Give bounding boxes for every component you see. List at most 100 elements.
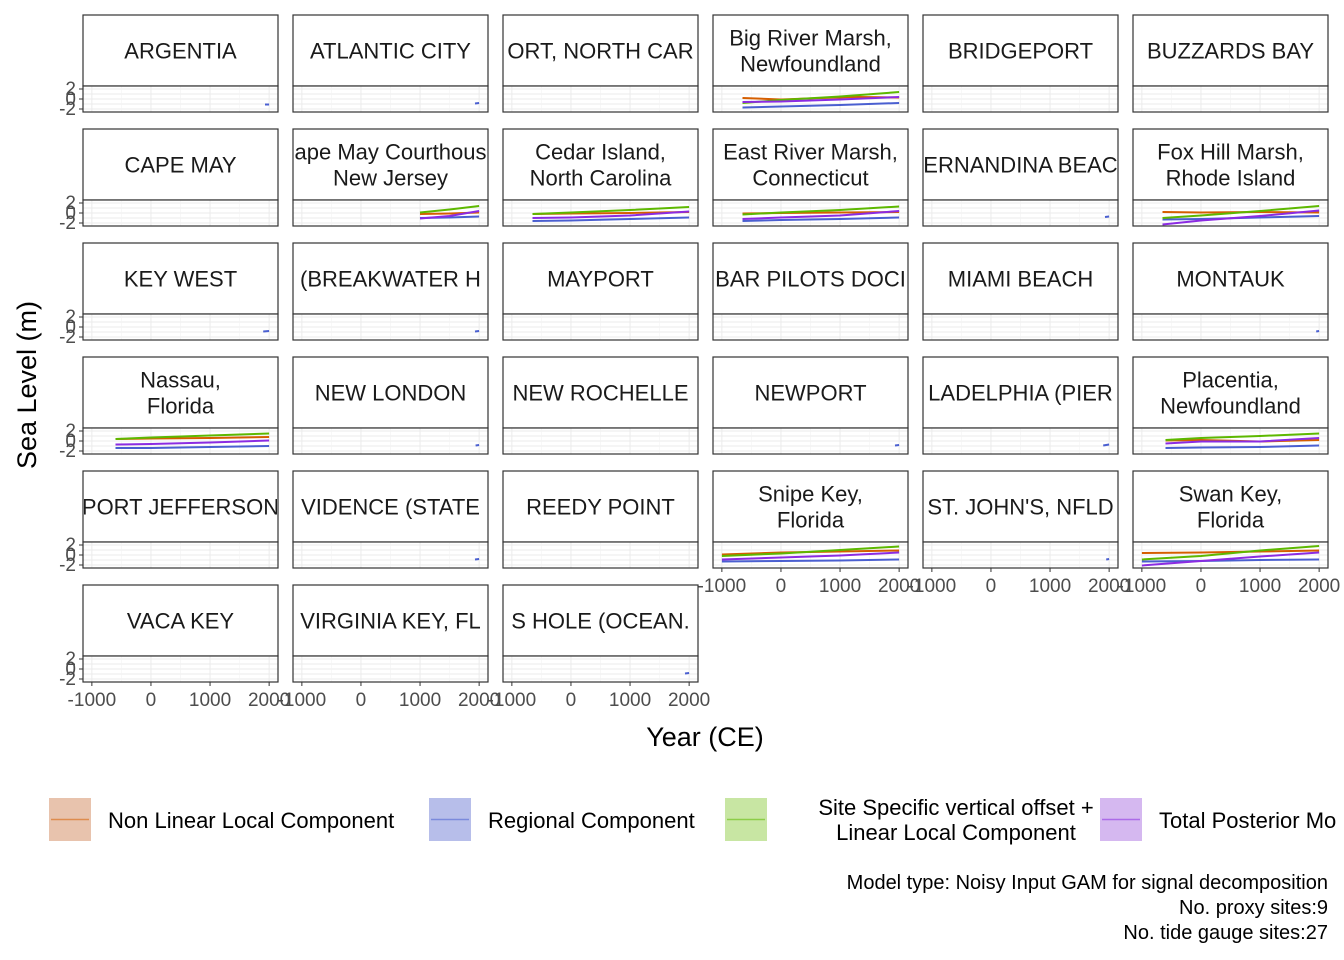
- facet-label: ARGENTIA: [124, 39, 237, 64]
- series-line-regional: [475, 444, 480, 447]
- facet-panel: CAPE MAY -202: [59, 128, 279, 234]
- facet-panel: BAR PILOTS DOCI: [712, 242, 909, 341]
- y-tick-label: 0: [65, 317, 76, 338]
- facet-panel: Swan Key, Florida -1000 0 1000 2000: [1118, 470, 1340, 597]
- facet-strip: [1132, 356, 1329, 429]
- facet-strip: [292, 584, 489, 657]
- panel-border: [922, 427, 1119, 455]
- facet-panel: NEW LONDON: [292, 356, 489, 455]
- y-tick-label: -2: [59, 669, 76, 690]
- facet-panel: BRIDGEPORT: [922, 14, 1119, 113]
- x-tick-label: 1000: [819, 576, 861, 597]
- x-tick-label: 1000: [609, 690, 651, 711]
- series-line-regional: [1141, 558, 1320, 563]
- x-tick-label: 2000: [1088, 576, 1130, 597]
- facet-panel: BUZZARDS BAY: [1132, 14, 1329, 113]
- series-line-regional: [474, 330, 480, 333]
- facet-label: PORT JEFFERSON: [82, 495, 279, 520]
- panel-border: [292, 85, 489, 113]
- series-line-regional: [1316, 330, 1320, 333]
- x-tick-label: -1000: [278, 690, 327, 711]
- facet-panel: VIRGINIA KEY, FL -1000 0 1000 2000: [278, 584, 500, 711]
- facet-strip: [502, 128, 699, 201]
- series-line-linear: [532, 206, 690, 215]
- facet-label: LADELPHIA (PIER: [928, 381, 1113, 406]
- facet-panel: MAYPORT: [502, 242, 699, 341]
- panel-border: [292, 313, 489, 341]
- facet-strip: [712, 470, 909, 543]
- series-line-regional: [1104, 215, 1110, 218]
- facet-panel: ape May Courthous New Jersey: [292, 128, 489, 227]
- y-tick-label: 2: [65, 307, 76, 328]
- facet-label: NEW LONDON: [315, 381, 467, 406]
- facet-panel: LADELPHIA (PIER: [922, 356, 1119, 455]
- facet-strip: [292, 470, 489, 543]
- y-tick-label: 2: [65, 649, 76, 670]
- facet-strip: [82, 128, 279, 201]
- series-line-regional: [474, 102, 480, 105]
- series-line-linear: [742, 205, 900, 216]
- series-line-regional: [474, 558, 480, 561]
- facet-strip: [502, 470, 699, 543]
- x-tick-label: 2000: [668, 690, 710, 711]
- series-line-total: [1141, 551, 1320, 567]
- facet-label: Swan Key, Florida: [1179, 482, 1283, 533]
- x-tick-label: -1000: [1118, 576, 1167, 597]
- facet-label: S HOLE (OCEAN.: [511, 609, 689, 634]
- facet-label: MAYPORT: [547, 267, 654, 292]
- y-tick-label: 2: [65, 535, 76, 556]
- facet-panel: Fox Hill Marsh, Rhode Island: [1132, 128, 1329, 227]
- facet-panel: ARGENTIA -202: [59, 14, 279, 120]
- facet-panel: NEW ROCHELLE: [502, 356, 699, 455]
- facet-label: MONTAUK: [1176, 267, 1285, 292]
- facet-strip: [502, 584, 699, 657]
- facet-strip: [922, 242, 1119, 315]
- facet-panel: KEY WEST -202: [59, 242, 279, 348]
- series-line-regional: [742, 216, 900, 222]
- series-line-total: [742, 210, 900, 220]
- panel-border: [1132, 199, 1329, 227]
- legend-label: Regional Component: [488, 808, 695, 833]
- facet-strip: [1132, 128, 1329, 201]
- facet-panel: REEDY POINT: [502, 470, 699, 569]
- caption-line: No. tide gauge sites:27: [1123, 922, 1328, 944]
- series-line-linear: [1141, 545, 1320, 561]
- facet-panel: MIAMI BEACH: [922, 242, 1119, 341]
- y-tick-label: 0: [65, 89, 76, 110]
- facet-label: ape May Courthous New Jersey: [295, 140, 487, 191]
- facet-strip: [502, 356, 699, 429]
- facet-strip: [712, 242, 909, 315]
- facet-panel: Snipe Key, Florida -1000 0 1000 2000: [698, 470, 920, 597]
- facet-panel: Cedar Island, North Carolina: [502, 128, 699, 227]
- y-tick-label: 0: [65, 545, 76, 566]
- facet-label: Placentia, Newfoundland: [1160, 368, 1301, 419]
- facet-panel: PORT JEFFERSON -202: [59, 470, 279, 576]
- panel-border: [292, 541, 489, 569]
- y-tick-label: -2: [59, 441, 76, 462]
- facet-label: CAPE MAY: [124, 153, 236, 178]
- series-line-regional: [263, 330, 270, 333]
- x-tick-label: 1000: [399, 690, 441, 711]
- panel-border: [922, 313, 1119, 341]
- facet-label: MIAMI BEACH: [948, 267, 1093, 292]
- x-axis-title: Year (CE): [646, 722, 764, 752]
- facet-label: Nassau, Florida: [140, 368, 221, 419]
- series-line-regional: [894, 444, 900, 447]
- facet-panel: ST. JOHN'S, NFLD -1000 0 1000 2000: [908, 470, 1130, 597]
- facet-strip: [1132, 470, 1329, 543]
- y-tick-label: 2: [65, 421, 76, 442]
- x-tick-label: -1000: [908, 576, 957, 597]
- facet-label: Fox Hill Marsh, Rhode Island: [1157, 140, 1304, 191]
- y-tick-label: -2: [59, 99, 76, 120]
- x-tick-label: 0: [146, 690, 157, 711]
- facet-label: REEDY POINT: [526, 495, 675, 520]
- facet-strip: [502, 242, 699, 315]
- x-tick-label: 0: [776, 576, 787, 597]
- series-line-total: [419, 210, 480, 220]
- facet-strip: [922, 14, 1119, 87]
- panel-border: [712, 427, 909, 455]
- series-line-total: [742, 96, 900, 103]
- x-tick-label: 1000: [1239, 576, 1281, 597]
- panel-border: [292, 199, 489, 227]
